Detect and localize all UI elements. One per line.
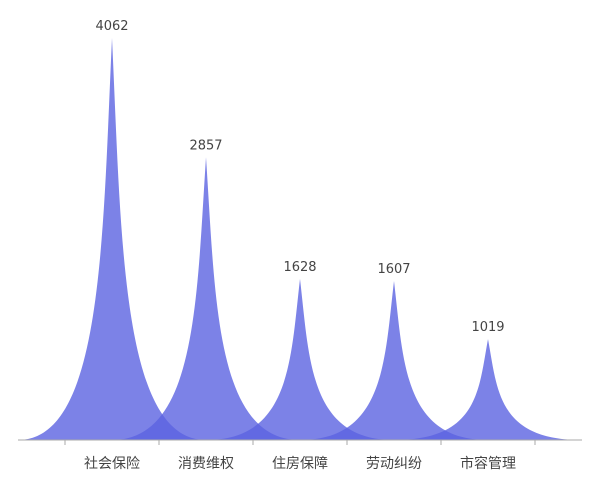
- x-tick-label: 市容管理: [460, 455, 516, 472]
- x-tick-label: 消费维权: [178, 456, 234, 472]
- value-label: 2857: [189, 138, 222, 153]
- spike: [300, 280, 488, 440]
- value-label: 1607: [377, 262, 410, 277]
- spike: [18, 38, 206, 440]
- spike: [394, 339, 582, 440]
- value-label: 4062: [95, 19, 128, 34]
- value-label: 1628: [283, 260, 316, 275]
- spike: [112, 157, 300, 440]
- spike: [206, 278, 394, 440]
- x-tick-label: 住房保障: [272, 456, 328, 472]
- value-label: 1019: [471, 320, 504, 335]
- x-tick-label: 劳动纠纷: [366, 456, 422, 472]
- x-tick-label: 社会保险: [84, 456, 140, 472]
